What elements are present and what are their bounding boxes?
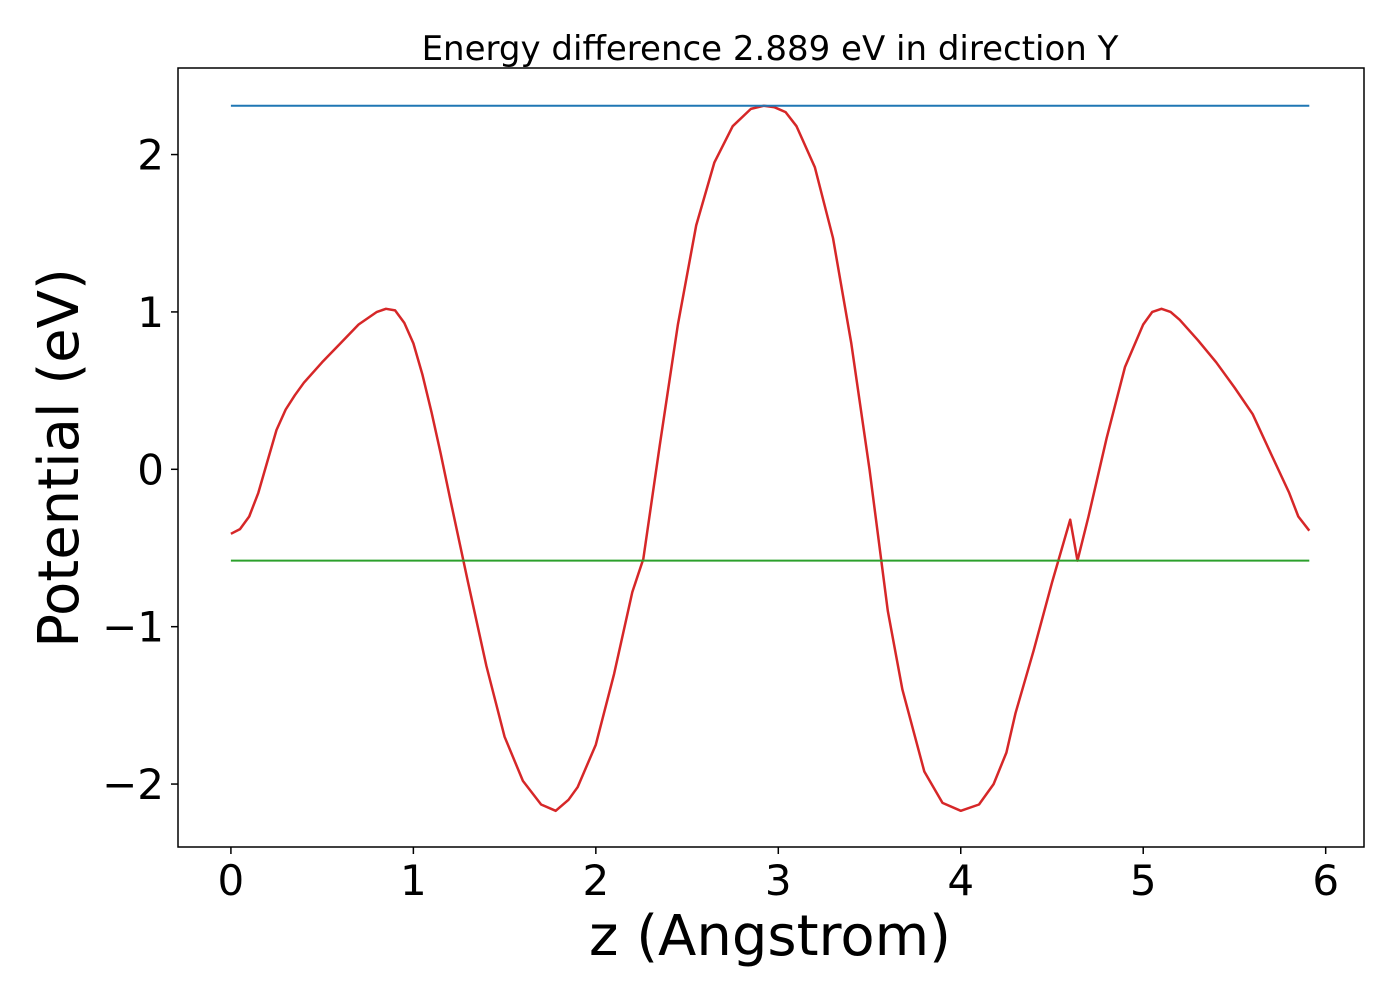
x-tick-label: 4: [947, 856, 974, 905]
x-tick-label: 6: [1312, 856, 1339, 905]
x-axis-ticks: 0 1 2 3 4 5 6: [218, 847, 1339, 905]
series-layer: [230, 104, 1311, 813]
y-tick-label: 0: [137, 445, 164, 494]
plot-area-frame: [177, 67, 1365, 848]
y-axis-label: Potential (eV): [27, 268, 92, 648]
y-tick-label: 2: [137, 131, 164, 180]
x-tick-label: 3: [765, 856, 792, 905]
y-tick-label: −2: [102, 760, 164, 809]
x-tick-label: 2: [582, 856, 609, 905]
x-tick-label: 0: [218, 856, 245, 905]
y-tick-label: 1: [137, 288, 164, 337]
y-tick-label: −1: [102, 603, 164, 652]
series-line-0: [230, 104, 1311, 813]
chart-title: Energy difference 2.889 eV in direction …: [422, 29, 1119, 69]
x-tick-label: 5: [1130, 856, 1157, 905]
x-tick-label: 1: [400, 856, 427, 905]
x-axis-label: z (Angstrom): [589, 904, 951, 969]
y-axis-ticks: −2 −1 0 1 2: [102, 131, 178, 809]
